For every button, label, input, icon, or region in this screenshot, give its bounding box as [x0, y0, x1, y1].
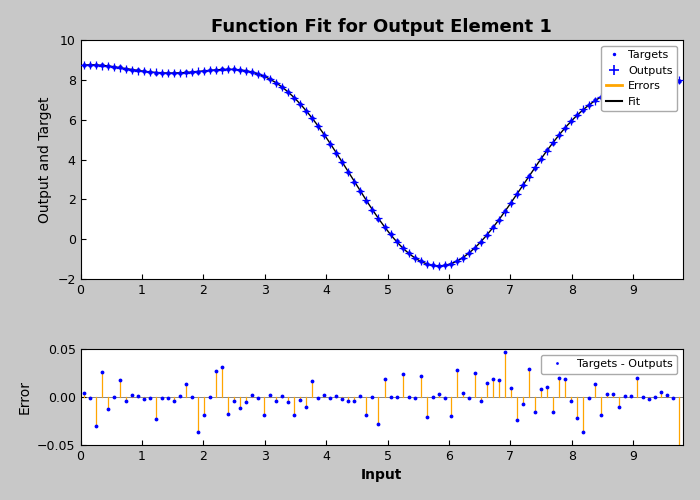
Legend: Targets, Outputs, Errors, Fit: Targets, Outputs, Errors, Fit [601, 46, 677, 111]
Y-axis label: Output and Target: Output and Target [38, 96, 52, 223]
Title: Function Fit for Output Element 1: Function Fit for Output Element 1 [211, 18, 552, 36]
X-axis label: Input: Input [360, 468, 402, 482]
Y-axis label: Error: Error [18, 380, 32, 414]
Legend: Targets - Outputs: Targets - Outputs [541, 355, 677, 374]
